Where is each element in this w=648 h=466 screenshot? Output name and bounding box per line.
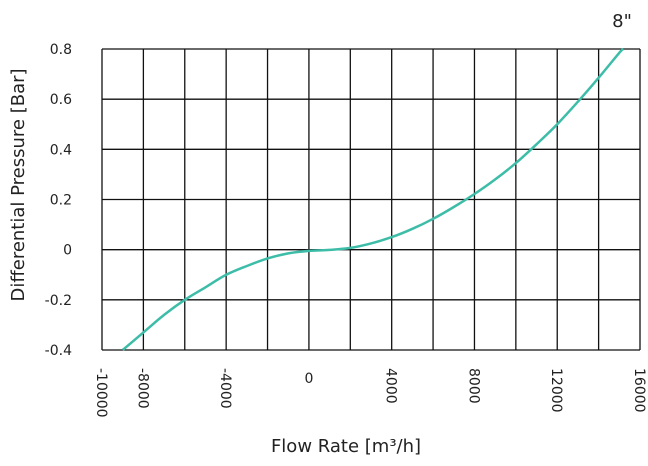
- x-tick-label: -8000: [134, 368, 150, 409]
- x-tick-label: 4000: [383, 368, 399, 404]
- x-tick-labels: -10000 -8000 -4000 0 4000 8000 12000 16000: [93, 368, 647, 418]
- x-tick-label: -4000: [217, 368, 233, 409]
- x-tick-label: 0: [304, 371, 313, 387]
- y-tick-label: 0.6: [50, 92, 72, 108]
- y-tick-label: 0.4: [50, 142, 72, 158]
- x-tick-label: 8000: [465, 368, 481, 404]
- series-label-8in: 8": [612, 11, 632, 32]
- y-tick-label: -0.4: [45, 343, 72, 359]
- chart-grid: [101, 48, 641, 351]
- y-tick-labels: 0.8 0.6 0.4 0.2 0 -0.2 -0.4: [45, 42, 72, 359]
- x-tick-label: -10000: [93, 368, 109, 418]
- y-tick-label: 0.2: [50, 193, 72, 209]
- x-tick-label: 16000: [631, 368, 647, 413]
- series-line-8in: [121, 47, 625, 351]
- y-tick-label: 0.8: [50, 42, 72, 58]
- y-axis-label: Differential Pressure [Bar]: [8, 68, 29, 301]
- x-axis-label: Flow Rate [m³/h]: [271, 436, 421, 457]
- x-tick-label: 12000: [548, 368, 564, 413]
- y-tick-label: 0: [63, 243, 72, 259]
- y-tick-label: -0.2: [45, 293, 72, 309]
